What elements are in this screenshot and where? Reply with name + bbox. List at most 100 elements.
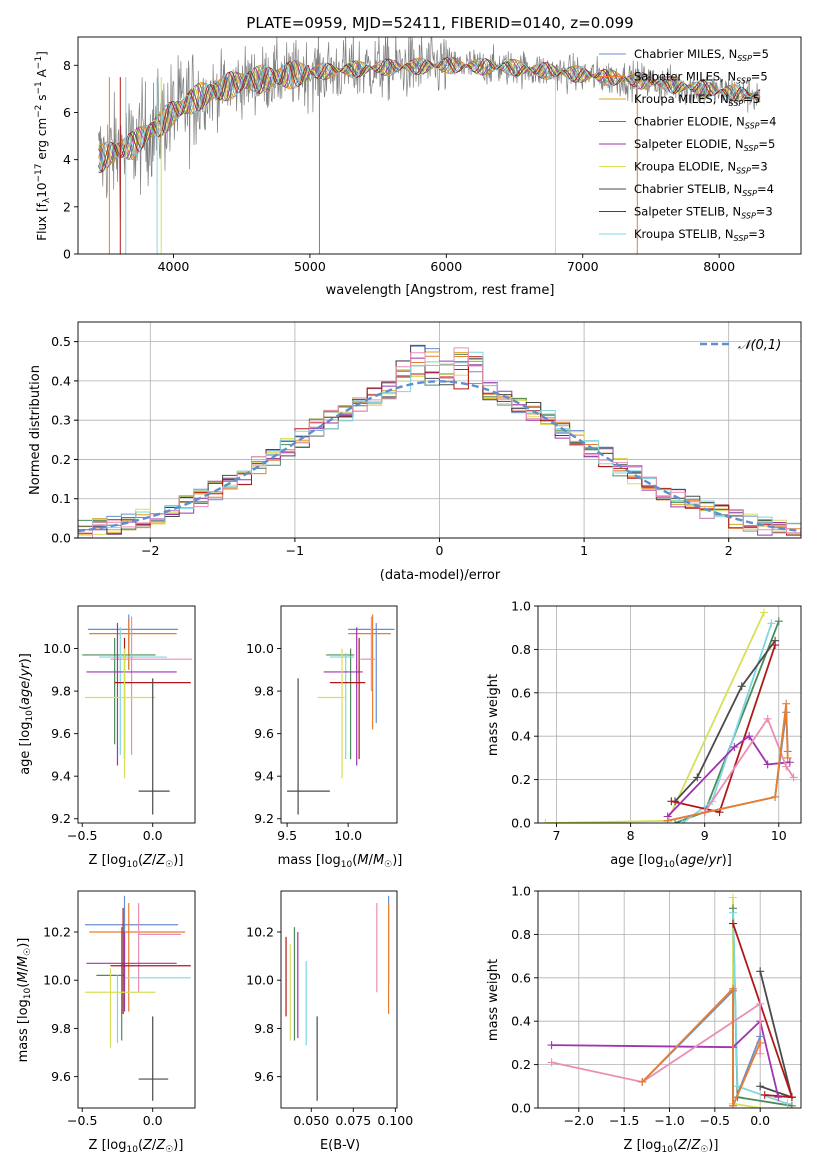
y-tick-label: 2: [63, 199, 71, 214]
x-tick-label: 8: [627, 828, 635, 843]
x-tick-label: 10.0: [334, 828, 362, 843]
mass-weight-series-line: [545, 612, 765, 823]
x-tick-label: 9: [701, 828, 709, 843]
mass-ylabel-left: mass [log10(M/M☉)]: [16, 938, 33, 1063]
x-tick-label: 0.0: [750, 1113, 770, 1128]
x-tick-label: 6000: [430, 259, 462, 274]
x-tick-label: 1: [580, 543, 588, 558]
model-spectrum-line: [98, 57, 761, 167]
x-tick-label: −2: [141, 543, 159, 558]
mass-weight-vs-age-panel: age [log10(age/yr)] mass weight 7 8 9 10 0.0…: [486, 599, 802, 870]
x-tick-label: −1.5: [609, 1113, 639, 1128]
mass-vs-ebv-panel: E(B-V) 0.050 0.075 0.100 9.6 9.8 10.0 10.2: [246, 890, 413, 1153]
data-point-marker: [763, 714, 772, 723]
residual-ylabel: Normed distribution: [28, 365, 43, 495]
legend-label: Chabrier STELIB, NSSP=4: [634, 182, 774, 198]
y-tick-label: 6: [63, 105, 71, 120]
data-point-marker: [785, 758, 794, 767]
x-tick-label: −1: [286, 543, 304, 558]
data-point-marker: [728, 893, 737, 902]
x-tick-label: 0.100: [377, 1113, 413, 1128]
x-tick-label: 5000: [294, 259, 326, 274]
data-point-marker: [667, 797, 676, 806]
y-tick-label: 9.8: [254, 684, 274, 699]
mass-weight-series-line: [551, 1019, 780, 1098]
data-point-marker: [728, 919, 737, 928]
y-tick-label: 1.0: [511, 599, 531, 614]
y-tick-label: 0.2: [511, 772, 531, 787]
y-tick-label: 0: [63, 247, 71, 262]
data-point-marker: [728, 908, 737, 917]
normal-reference-curve: [78, 380, 801, 533]
x-tick-label: −0.5: [67, 828, 97, 843]
spectrum-ylabel: Flux [fλ10−17 erg cm−2 s−1 A−1]: [34, 51, 52, 241]
legend-label: Salpeter ELODIE, NSSP=5: [634, 137, 775, 153]
data-point-marker: [787, 1093, 796, 1102]
y-tick-label: 9.6: [254, 1069, 274, 1084]
mw-z-ylabel: mass weight: [486, 959, 501, 1041]
data-point-marker: [771, 792, 780, 801]
data-point-marker: [730, 743, 739, 752]
data-point-marker: [693, 773, 702, 782]
x-tick-label: 9.5: [277, 828, 297, 843]
data-point-marker: [737, 682, 746, 691]
mw-z-xlabel: Z [log10(Z/Z☉)]: [624, 1138, 719, 1155]
x-tick-label: −0.5: [700, 1113, 730, 1128]
y-tick-label: 0.6: [511, 685, 531, 700]
data-point-marker: [547, 1058, 556, 1067]
spectrum-panel: wavelength [Angstrom, rest frame] Flux […: [34, 36, 802, 298]
residual-xlabel: (data-model)/error: [380, 568, 501, 583]
errorbar-plot-area: [82, 614, 193, 815]
y-tick-label: 4: [63, 152, 71, 167]
data-point-marker: [763, 760, 772, 769]
y-tick-label: 0.4: [51, 373, 71, 388]
y-tick-label: 10.0: [246, 641, 274, 656]
data-point-marker: [541, 819, 550, 823]
axes-frame: [77, 36, 802, 255]
data-point-marker: [787, 1101, 796, 1108]
axes-frame: [77, 321, 802, 539]
data-point-marker: [756, 1104, 765, 1108]
y-tick-label: 9.6: [51, 726, 71, 741]
legend-label: Chabrier MILES, NSSP=5: [634, 47, 769, 63]
data-point-marker: [547, 1041, 556, 1050]
y-tick-label: 9.8: [51, 1021, 71, 1036]
y-tick-label: 9.8: [51, 684, 71, 699]
x-tick-label: −0.5: [67, 1113, 97, 1128]
data-point-marker: [756, 1049, 765, 1058]
data-point-marker: [789, 773, 798, 782]
y-tick-label: 9.6: [51, 1069, 71, 1084]
y-tick-label: 9.4: [254, 769, 274, 784]
data-point-marker: [774, 1093, 783, 1102]
x-tick-label: 4000: [158, 259, 190, 274]
errorbar-plot-area: [285, 895, 390, 1101]
mass-weight-series-line: [681, 623, 773, 823]
legend-label: 𝒩(0,1): [738, 338, 781, 353]
x-tick-label: 8000: [703, 259, 735, 274]
data-point-marker: [756, 967, 765, 976]
y-tick-label: 10.0: [43, 641, 71, 656]
y-tick-label: 0.8: [511, 642, 531, 657]
line-plot-area: [541, 608, 798, 823]
y-tick-label: 0.8: [511, 927, 531, 942]
x-tick-label: 7000: [567, 259, 599, 274]
data-point-marker: [782, 699, 791, 708]
age-vs-mass-panel: mass [log10(M/M☉)] 9.5 10.0 9.2 9.4 9.6 9.8 10…: [246, 605, 402, 870]
data-point-marker: [756, 999, 765, 1008]
data-point-marker: [783, 753, 792, 762]
x-tick-label: 2: [725, 543, 733, 558]
data-point-marker: [745, 732, 754, 741]
axes-frame: [537, 605, 802, 824]
y-tick-label: 0.0: [511, 816, 531, 831]
mass-weight-series-line: [732, 908, 793, 1107]
mass-weight-series-line: [674, 640, 776, 802]
mass-weight-series-line: [551, 1002, 762, 1083]
mass-weight-series-line: [732, 923, 794, 1099]
data-point-marker: [771, 641, 780, 650]
y-tick-label: 9.8: [254, 1021, 274, 1036]
y-tick-label: 1.0: [511, 884, 531, 899]
figure-title: PLATE=0959, MJD=52411, FIBERID=0140, z=0…: [246, 14, 633, 32]
legend-label: Kroupa ELODIE, NSSP=3: [634, 160, 768, 176]
data-point-marker: [774, 617, 783, 626]
